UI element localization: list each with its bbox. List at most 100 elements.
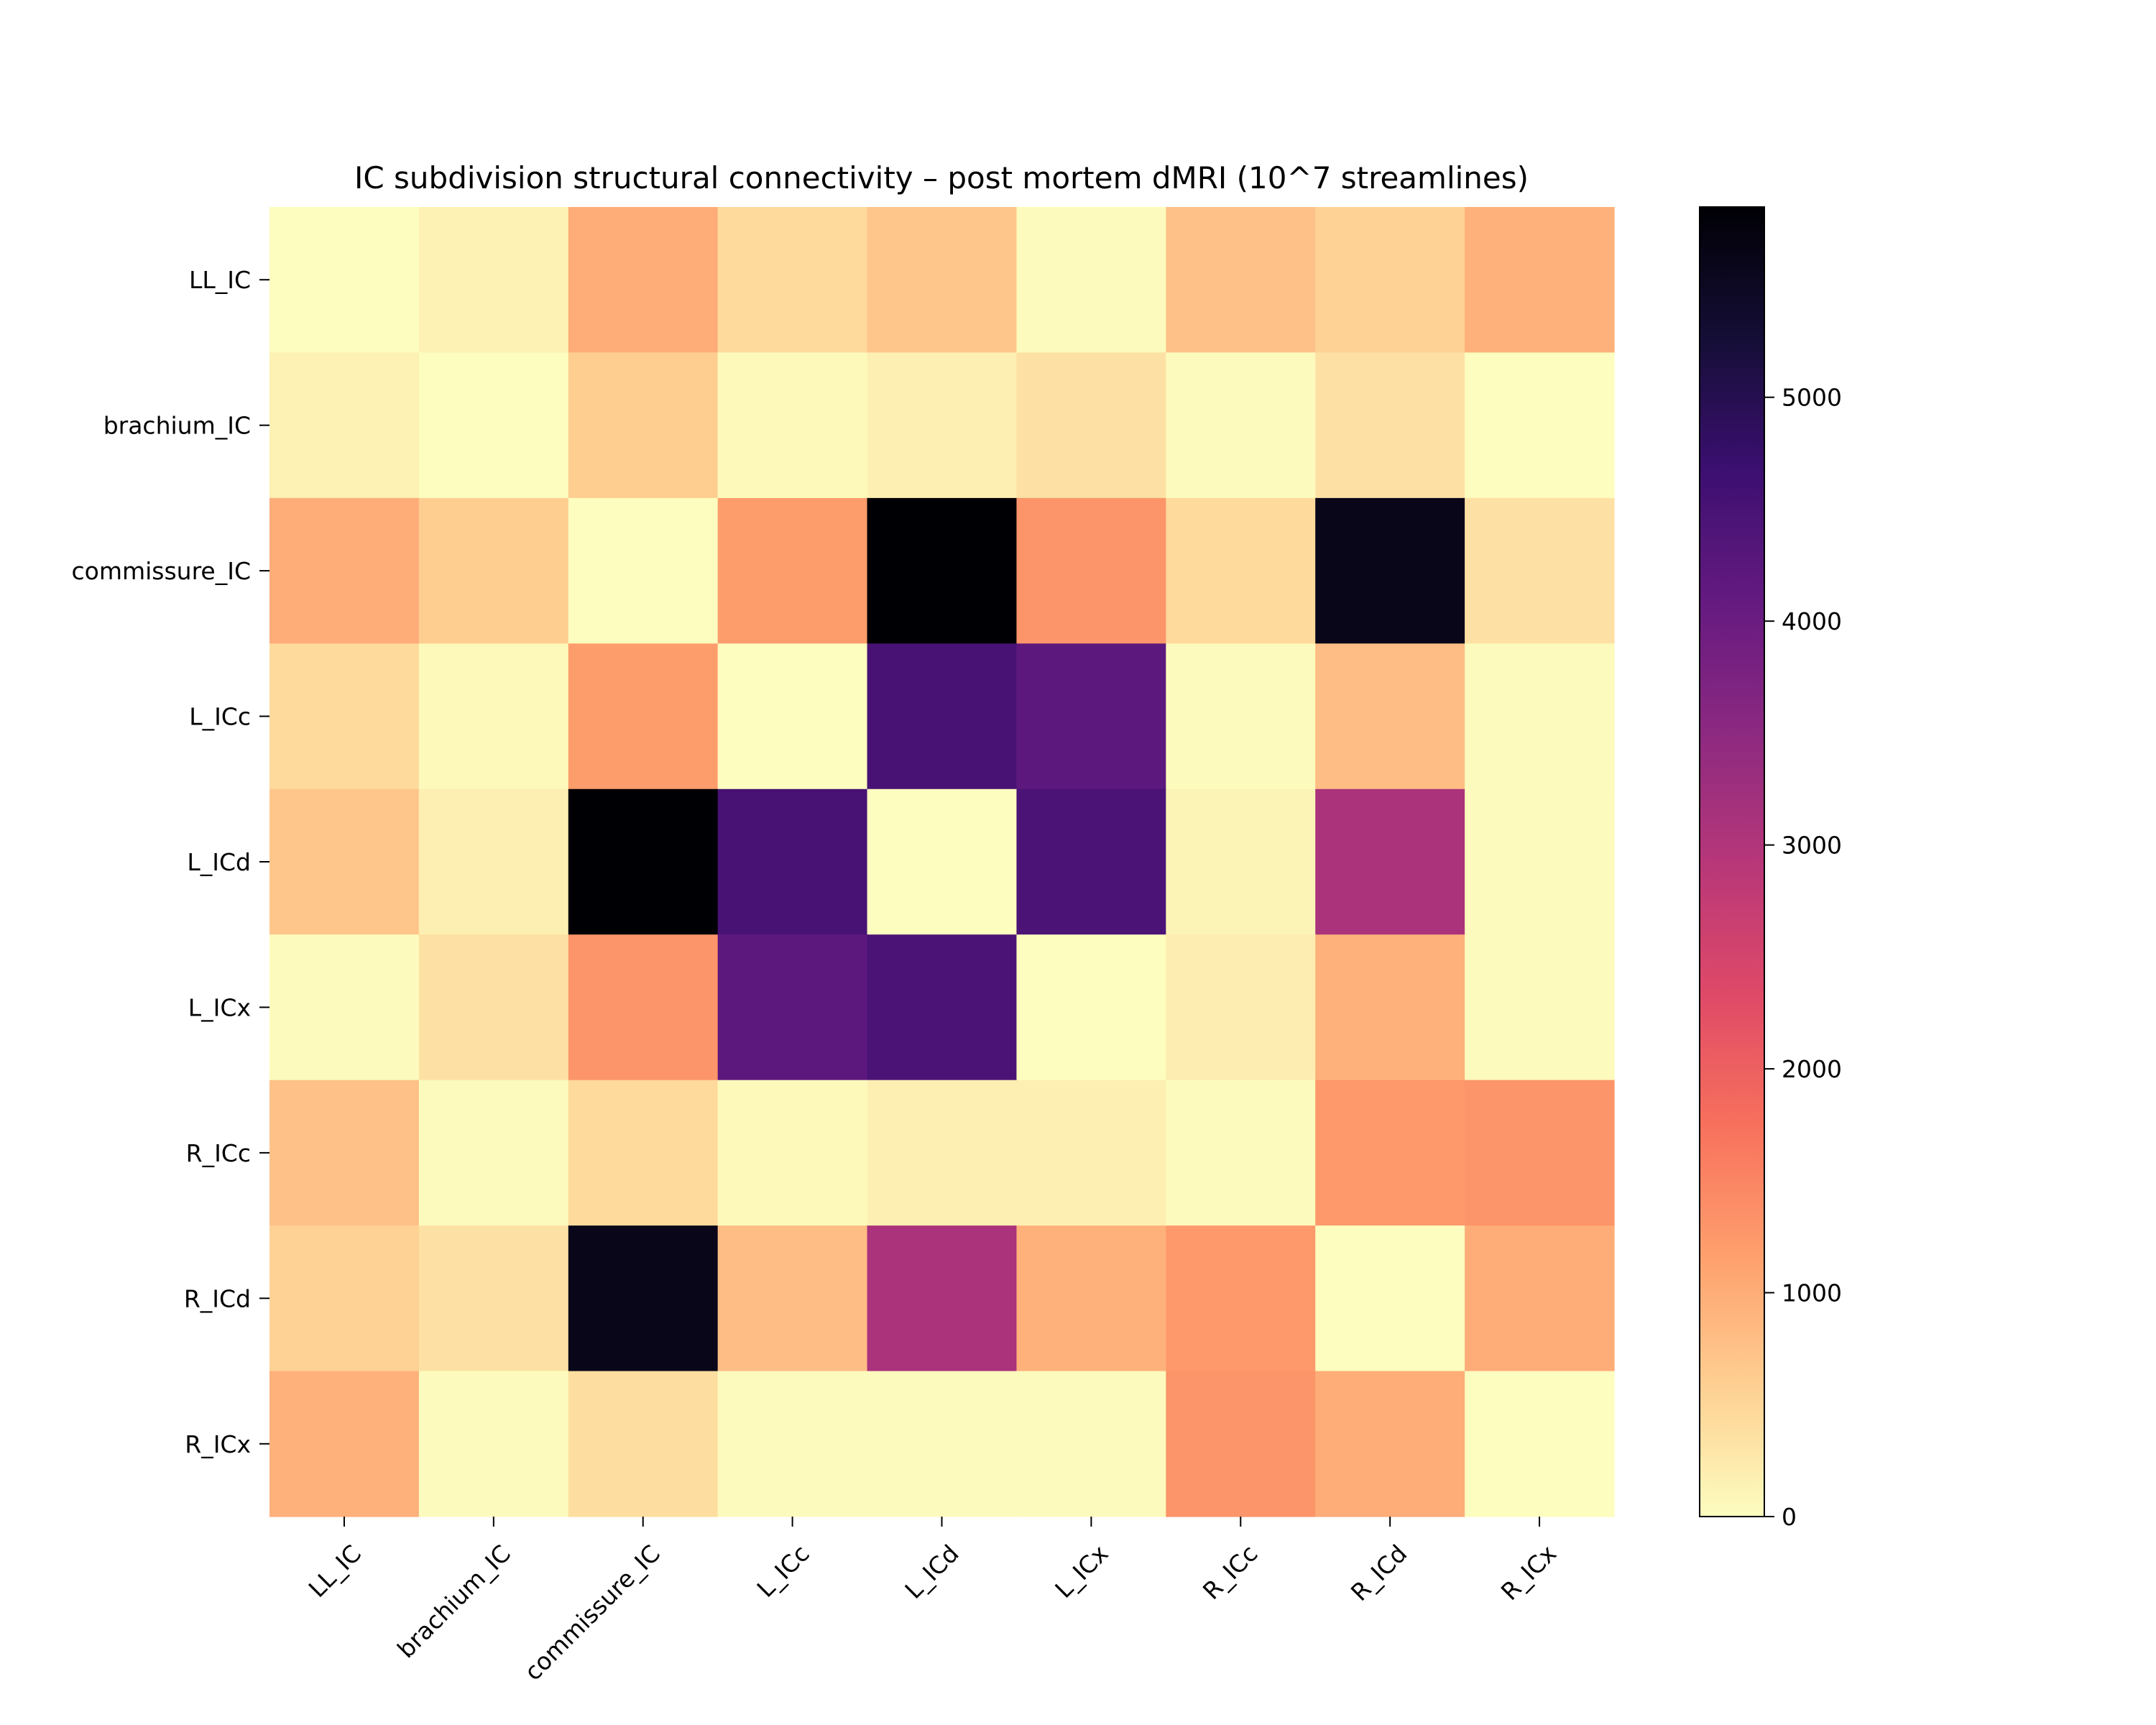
heatmap-cell bbox=[270, 934, 420, 1081]
heatmap-cell bbox=[1465, 788, 1615, 935]
heatmap-cell bbox=[568, 1080, 719, 1226]
heatmap-cell bbox=[717, 934, 868, 1081]
x-tick-label: R_ICc bbox=[1197, 1540, 1263, 1605]
x-tick-label: LL_IC bbox=[303, 1540, 367, 1603]
heatmap-cells bbox=[270, 207, 1615, 1517]
x-tick-label: R_ICx bbox=[1496, 1540, 1562, 1606]
heatmap-cell bbox=[1166, 497, 1316, 644]
x-tick-label: L_ICx bbox=[1049, 1540, 1113, 1604]
heatmap-cell bbox=[717, 643, 868, 790]
heatmap-cell bbox=[1315, 1371, 1465, 1517]
heatmap-cell bbox=[270, 1225, 420, 1372]
y-tick-label: R_ICx bbox=[185, 1430, 251, 1458]
heatmap-cell bbox=[1315, 497, 1465, 644]
heatmap-cell bbox=[1016, 788, 1166, 935]
y-tick-label: R_ICd bbox=[184, 1284, 251, 1312]
heatmap-cell bbox=[1166, 643, 1316, 790]
colorbar-frame bbox=[1699, 206, 1765, 1517]
heatmap-cell bbox=[270, 497, 420, 644]
heatmap-cell bbox=[867, 788, 1018, 935]
heatmap-cell bbox=[1166, 352, 1316, 499]
heatmap-cell bbox=[867, 207, 1018, 354]
y-tick-label: L_ICx bbox=[188, 993, 251, 1021]
colorbar-tick-label: 2000 bbox=[1782, 1055, 1842, 1083]
heatmap-cell bbox=[1465, 1080, 1615, 1226]
heatmap-cell bbox=[1016, 207, 1166, 354]
heatmap-cell bbox=[270, 1080, 420, 1226]
heatmap-cell bbox=[1315, 788, 1465, 935]
heatmap-cell bbox=[1465, 1371, 1615, 1517]
y-tick-label: LL_IC bbox=[189, 266, 251, 294]
heatmap-cell bbox=[418, 643, 569, 790]
heatmap-cell bbox=[717, 1371, 868, 1517]
chart-title: IC subdivision structural connectivity –… bbox=[354, 160, 1529, 196]
heatmap-cell bbox=[867, 1080, 1018, 1226]
heatmap-cell bbox=[1315, 1080, 1465, 1226]
heatmap-cell bbox=[1166, 1080, 1316, 1226]
heatmap-cell bbox=[717, 1080, 868, 1226]
colorbar-tick-label: 4000 bbox=[1782, 607, 1842, 635]
heatmap-cell bbox=[568, 934, 719, 1081]
heatmap-cell bbox=[1166, 1371, 1316, 1517]
colorbar-tick-label: 5000 bbox=[1782, 384, 1842, 412]
y-tick-label: L_ICd bbox=[187, 848, 251, 876]
heatmap-cell bbox=[568, 207, 719, 354]
heatmap-cell bbox=[418, 352, 569, 499]
heatmap-cell bbox=[1016, 1080, 1166, 1226]
heatmap-cell bbox=[867, 643, 1018, 790]
heatmap-cell bbox=[418, 788, 569, 935]
heatmap-cell bbox=[568, 497, 719, 644]
colorbar-tick-label: 3000 bbox=[1782, 832, 1842, 860]
heatmap-cell bbox=[1315, 1225, 1465, 1372]
heatmap-cell bbox=[270, 352, 420, 499]
heatmap-cell bbox=[1315, 934, 1465, 1081]
colorbar-tick-label: 0 bbox=[1782, 1503, 1797, 1531]
heatmap-cell bbox=[270, 788, 420, 935]
y-tick-label: L_ICc bbox=[189, 703, 251, 731]
y-axis: LL_IC brachium_IC commissure_IC L_ICc L_ICd L… bbox=[71, 266, 270, 1458]
colorbar-gradient bbox=[1700, 207, 1764, 1517]
heatmap-cell bbox=[1166, 207, 1316, 354]
heatmap-cell bbox=[1315, 352, 1465, 499]
heatmap-cell bbox=[1465, 934, 1615, 1081]
heatmap-cell bbox=[1016, 497, 1166, 644]
heatmap-cell bbox=[717, 207, 868, 354]
colorbar-ticks: 0 1000 2000 3000 4000 5000 bbox=[1764, 384, 1842, 1531]
heatmap-cell bbox=[1465, 207, 1615, 354]
heatmap-cell bbox=[1465, 643, 1615, 790]
heatmap-cell bbox=[1166, 1225, 1316, 1372]
y-tick-label: R_ICc bbox=[186, 1139, 251, 1167]
heatmap-cell bbox=[270, 207, 420, 354]
heatmap-cell bbox=[717, 352, 868, 499]
heatmap-cell bbox=[1465, 497, 1615, 644]
x-tick-label: commissure_IC bbox=[519, 1540, 665, 1686]
heatmap-cell bbox=[1016, 1371, 1166, 1517]
heatmap-cell bbox=[1465, 352, 1615, 499]
heatmap-cell bbox=[568, 1225, 719, 1372]
x-tick-label: R_ICd bbox=[1345, 1540, 1412, 1606]
heatmap-cell bbox=[867, 352, 1018, 499]
heatmap-cell bbox=[418, 1371, 569, 1517]
heatmap-cell bbox=[568, 352, 719, 499]
heatmap-cell bbox=[568, 788, 719, 935]
heatmap-cell bbox=[1016, 1225, 1166, 1372]
heatmap-cell bbox=[568, 1371, 719, 1517]
heatmap-cell bbox=[418, 1225, 569, 1372]
heatmap-cell bbox=[717, 1225, 868, 1372]
heatmap-cell bbox=[1016, 643, 1166, 790]
heatmap-cell bbox=[717, 788, 868, 935]
heatmap-cell bbox=[717, 497, 868, 644]
heatmap-cell bbox=[418, 497, 569, 644]
heatmap-cell bbox=[867, 1371, 1018, 1517]
heatmap-cell bbox=[1315, 207, 1465, 354]
heatmap-cell bbox=[418, 207, 569, 354]
colorbar: 0 1000 2000 3000 4000 5000 bbox=[1699, 206, 1842, 1531]
heatmap-cell bbox=[1166, 934, 1316, 1081]
x-tick-label: L_ICc bbox=[752, 1540, 815, 1603]
heatmap-cell bbox=[1315, 643, 1465, 790]
x-axis: LL_IC brachium_IC commissure_IC L_ICc L_ICd L… bbox=[303, 1517, 1562, 1686]
heatmap-cell bbox=[1016, 352, 1166, 499]
heatmap-cell bbox=[1016, 934, 1166, 1081]
heatmap-cell bbox=[867, 497, 1018, 644]
